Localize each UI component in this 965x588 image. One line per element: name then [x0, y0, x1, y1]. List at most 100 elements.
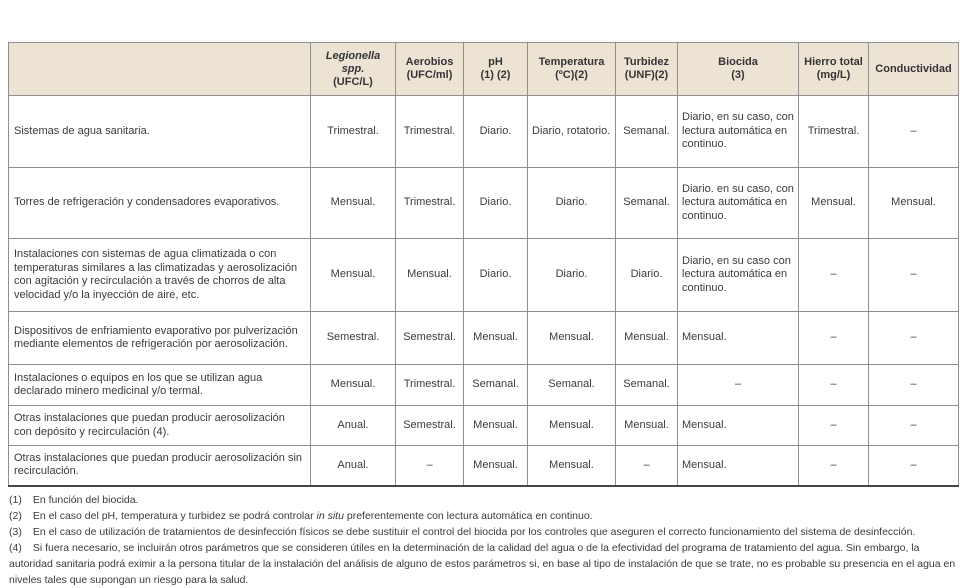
cell-ph: Semanal. — [463, 364, 528, 406]
table-row-torres-refrigeracion: Torres de refrigeración y condensadores … — [8, 167, 959, 239]
cell-temperatura: Diario, rotatorio. — [527, 95, 616, 168]
cell-turbidez: Mensual. — [615, 311, 678, 365]
cell-hierro-total: Trimestral. — [798, 95, 869, 168]
cell-biocida: Diario. en su caso, con lectura automáti… — [677, 167, 799, 239]
footnote-3: (3) En el caso de utilización de tratamie… — [9, 524, 961, 540]
cell-legionella: Anual. — [310, 445, 396, 487]
cell-hierro-total: – — [798, 445, 869, 487]
table-header: Legionella spp. (UFC/L) Aerobios (UFC/ml) … — [8, 42, 959, 96]
footnote-2: (2) En el caso del pH, temperatura y turb… — [9, 508, 961, 524]
header-unit: (mg/L) — [816, 69, 851, 81]
cell-aerobios: Trimestral. — [395, 95, 464, 168]
cell-aerobios: Mensual. — [395, 238, 464, 312]
footnote-text: preferentemente con lectura automática e… — [343, 509, 593, 522]
header-label: pH — [488, 56, 503, 68]
row-label: Sistemas de agua sanitaria. — [8, 95, 311, 168]
column-header-hierro-total: Hierro total (mg/L) — [798, 42, 869, 96]
column-header-ph: pH (1) (2) — [463, 42, 528, 96]
cell-biocida: Diario, en su caso, con lectura automáti… — [677, 95, 799, 168]
cell-temperatura: Diario. — [527, 238, 616, 312]
footnote-text: En el caso de utilización de tratamiento… — [32, 525, 916, 538]
table-row-dispositivos-enfriamiento: Dispositivos de enfriamiento evaporativo… — [8, 311, 959, 365]
cell-biocida: Mensual. — [677, 445, 799, 487]
cell-conductividad: Mensual. — [868, 167, 959, 239]
cell-aerobios: Trimestral. — [395, 364, 464, 406]
cell-aerobios: Trimestral. — [395, 167, 464, 239]
footnote-number: (3) — [9, 525, 22, 538]
cell-conductividad: – — [868, 364, 959, 406]
header-unit: (ºC)(2) — [555, 69, 588, 81]
header-unit: (UFC/L) — [333, 75, 373, 88]
cell-hierro-total: – — [798, 364, 869, 406]
cell-aerobios: Semestral. — [395, 405, 464, 446]
monitoring-frequency-table: Legionella spp. (UFC/L) Aerobios (UFC/ml) … — [8, 42, 959, 487]
cell-biocida: Mensual. — [677, 311, 799, 365]
header-label: Conductividad — [875, 62, 952, 75]
cell-biocida: – — [677, 364, 799, 406]
cell-hierro-total: – — [798, 238, 869, 312]
table-row-agua-minero-medicinal: Instalaciones o equipos en los que se ut… — [8, 364, 959, 406]
cell-hierro-total: Mensual. — [798, 167, 869, 239]
row-label: Dispositivos de enfriamiento evaporativo… — [8, 311, 311, 365]
cell-biocida: Diario, en su caso con lectura automátic… — [677, 238, 799, 312]
column-header-biocida: Biocida (3) — [677, 42, 799, 96]
row-label: Instalaciones o equipos en los que se ut… — [8, 364, 311, 406]
cell-turbidez: Diario. — [615, 238, 678, 312]
cell-ph: Mensual. — [463, 445, 528, 487]
column-header-turbidez: Turbidez (UNF)(2) — [615, 42, 678, 96]
row-label: Instalaciones con sistemas de agua clima… — [8, 238, 311, 312]
cell-ph: Mensual. — [463, 311, 528, 365]
cell-legionella: Mensual. — [310, 364, 396, 406]
footnote-text: Si fuera necesario, se incluirán otros p… — [9, 541, 956, 586]
header-label: Hierro total — [804, 56, 863, 68]
cell-aerobios: – — [395, 445, 464, 487]
cell-conductividad: – — [868, 95, 959, 168]
cell-turbidez: Semanal. — [615, 364, 678, 406]
header-unit: (1) (2) — [480, 69, 511, 81]
cell-conductividad: – — [868, 405, 959, 446]
cell-aerobios: Semestral. — [395, 311, 464, 365]
cell-ph: Diario. — [463, 167, 528, 239]
cell-ph: Diario. — [463, 238, 528, 312]
cell-hierro-total: – — [798, 311, 869, 365]
cell-temperatura: Semanal. — [527, 364, 616, 406]
footnote-text-italic: in situ — [316, 509, 344, 522]
footnotes: (1) En función del biocida. (2) En el caso… — [8, 492, 961, 588]
footnote-number: (4) — [9, 541, 22, 554]
cell-temperatura: Mensual. — [527, 311, 616, 365]
cell-ph: Diario. — [463, 95, 528, 168]
cell-legionella: Mensual. — [310, 167, 396, 239]
cell-turbidez: Semanal. — [615, 95, 678, 168]
cell-ph: Mensual. — [463, 405, 528, 446]
header-label: Temperatura — [538, 56, 605, 68]
column-header-legionella: Legionella spp. (UFC/L) — [310, 42, 396, 96]
cell-conductividad: – — [868, 238, 959, 312]
column-header-temperatura: Temperatura (ºC)(2) — [527, 42, 616, 96]
footnote-text: En función del biocida. — [32, 493, 139, 506]
header-unit: (3) — [731, 69, 745, 81]
footnote-number: (1) — [9, 493, 22, 506]
footnote-number: (2) — [9, 509, 22, 522]
footnote-text: En el caso del pH, temperatura y turbide… — [32, 509, 317, 522]
header-label: Aerobios — [405, 56, 454, 68]
column-header-rowlabel — [8, 42, 311, 96]
table-body: Sistemas de agua sanitaria. Trimestral. … — [8, 95, 959, 487]
cell-legionella: Anual. — [310, 405, 396, 446]
cell-turbidez: Mensual. — [615, 405, 678, 446]
row-label: Otras instalaciones que puedan producir … — [8, 445, 311, 487]
column-header-aerobios: Aerobios (UFC/ml) — [395, 42, 464, 96]
cell-hierro-total: – — [798, 405, 869, 446]
header-label: Biocida — [718, 56, 758, 68]
cell-conductividad: – — [868, 311, 959, 365]
cell-turbidez: Semanal. — [615, 167, 678, 239]
header-unit: (UNF)(2) — [624, 69, 669, 81]
cell-temperatura: Mensual. — [527, 445, 616, 487]
table-row-sistemas-agua-sanitaria: Sistemas de agua sanitaria. Trimestral. … — [8, 95, 959, 168]
header-label: Turbidez — [623, 56, 669, 68]
cell-conductividad: – — [868, 445, 959, 487]
footnote-4: (4) Si fuera necesario, se incluirán otro… — [9, 540, 961, 588]
header-row: Legionella spp. (UFC/L) Aerobios (UFC/ml) … — [8, 42, 959, 96]
cell-legionella: Semestral. — [310, 311, 396, 365]
header-label: Legionella spp. — [325, 49, 381, 75]
